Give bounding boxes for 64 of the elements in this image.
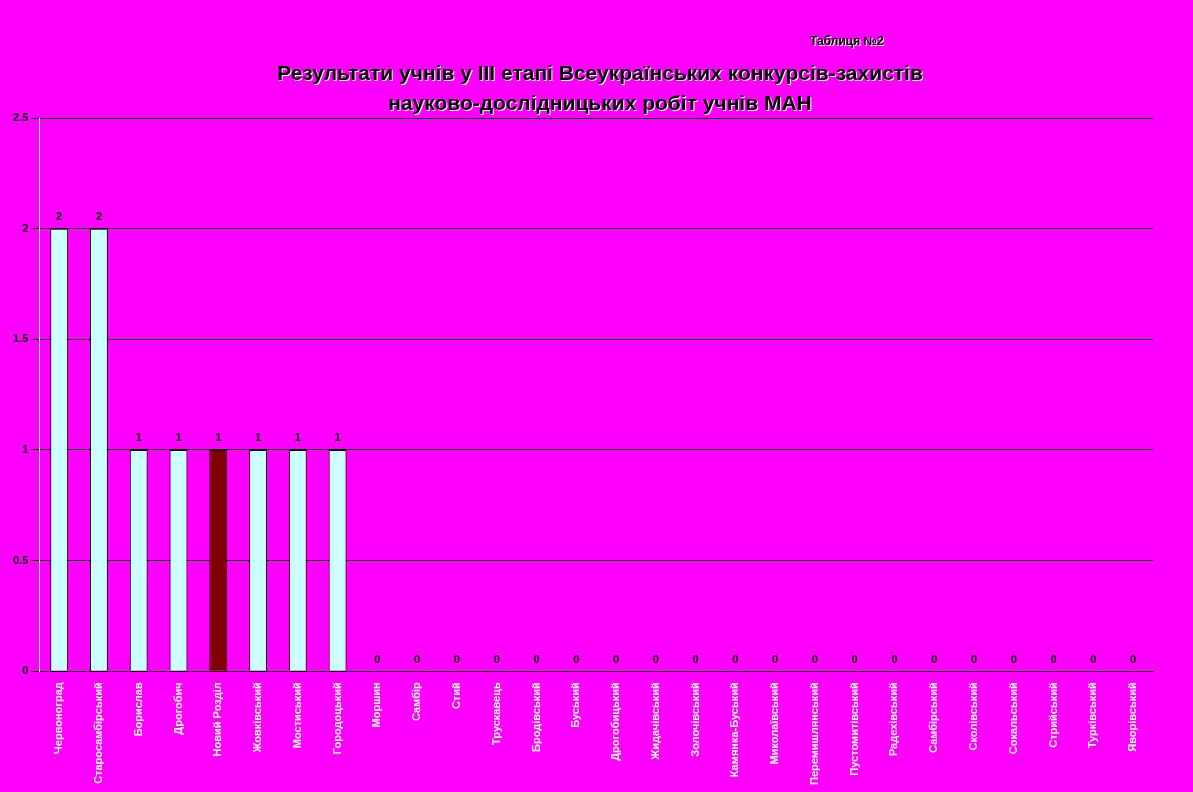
data-label: 0 — [533, 652, 540, 665]
data-label: 2 — [56, 210, 63, 223]
y-tick-label: 1 — [22, 442, 29, 455]
data-label: 0 — [692, 652, 699, 665]
x-tick-label: Червоноград — [52, 682, 65, 754]
data-label: 0 — [970, 652, 978, 665]
data-label: 0 — [732, 652, 739, 665]
data-label: 0 — [453, 652, 460, 665]
x-tick-label: Миколаївський — [768, 682, 781, 765]
x-tick-label: Яворівський — [1126, 682, 1139, 752]
data-label: 0 — [891, 652, 898, 665]
x-tick-label: Буський — [569, 682, 582, 728]
y-tick-label: 2.5 — [12, 111, 29, 124]
x-tick-label: Золочівський — [688, 682, 701, 757]
data-label: 0 — [851, 652, 858, 665]
text: Таблиця №2 — [810, 34, 884, 48]
data-label: 1 — [334, 431, 341, 444]
x-tick-label: Жидачівський — [648, 682, 661, 761]
x-tick-label: Трускавець — [489, 682, 502, 745]
data-label: 1 — [175, 431, 182, 444]
data-label: 0 — [414, 652, 421, 665]
data-label: 0 — [1090, 652, 1097, 665]
data-label: 2 — [95, 210, 103, 223]
x-tick-label: Турківський — [1086, 682, 1099, 749]
x-tick-label: Самбір — [410, 681, 423, 722]
data-label: 1 — [294, 431, 301, 444]
x-tick-label: Стрийський — [1046, 682, 1059, 748]
x-tick-label: Камянка-Буський — [728, 682, 741, 778]
data-label: 1 — [254, 431, 262, 444]
x-tick-label: Сколівський — [967, 682, 980, 751]
data-label: 0 — [374, 652, 381, 665]
x-tick-label: Радехівський — [887, 682, 900, 757]
y-tick-label: 1.5 — [12, 332, 29, 345]
x-tick-label: Дрогобич — [171, 682, 184, 735]
x-tick-label: Перемишлянський — [807, 682, 820, 786]
data-label: 1 — [135, 431, 142, 444]
data-label: 0 — [493, 652, 500, 665]
data-label: 0 — [612, 652, 620, 665]
x-tick-label: Мостиський — [290, 682, 303, 749]
data-label: 0 — [1010, 652, 1017, 665]
data-label: 0 — [931, 652, 938, 665]
data-label: 0 — [652, 652, 659, 665]
x-tick-label: Бродівський — [529, 682, 542, 752]
x-tick-label: Моршин — [370, 682, 383, 728]
x-tick-label: Новий Розділ — [211, 682, 224, 757]
x-tick-label: Городоцький — [330, 682, 343, 755]
x-tick-label: Борислав — [131, 682, 144, 737]
data-label: 0 — [772, 652, 779, 665]
data-label: 0 — [811, 652, 818, 665]
chart-title: Результати учнів у ІІІ етапі Всеукраїнських конкурсів-захистів науково-дослідницьких робіт учнів МАН — [276, 60, 924, 116]
x-tick-label: Старосамбірський — [91, 682, 104, 784]
x-tick-label: Сокальський — [1006, 682, 1019, 755]
x-tick-label: Пустомитівський — [847, 682, 860, 776]
data-label: 0 — [573, 652, 580, 665]
data-label: 1 — [215, 431, 222, 444]
x-tick-label: Жовківський — [251, 682, 264, 754]
y-tick-label: 0 — [22, 664, 29, 677]
x-tick-label: Самбірський — [927, 682, 940, 753]
y-tick-label: 0.5 — [12, 553, 29, 566]
y-tick-label: 2 — [22, 221, 29, 234]
x-tick-label: Дрогобицький — [609, 682, 622, 761]
x-tick-label: Стий — [449, 682, 462, 710]
data-label: 0 — [1130, 652, 1137, 665]
data-label: 0 — [1050, 652, 1057, 665]
